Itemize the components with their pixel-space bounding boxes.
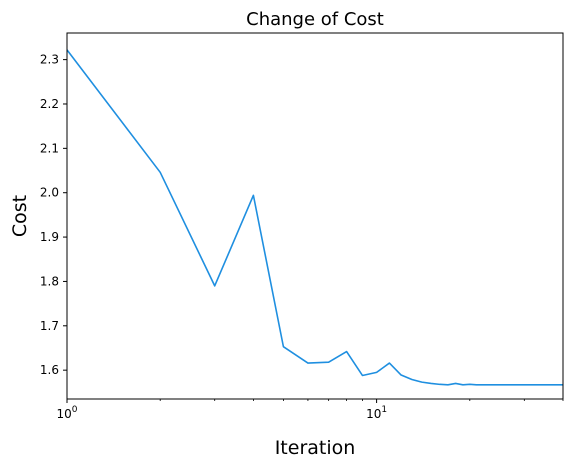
x-tick-label: 101 (366, 405, 387, 421)
y-tick-label: 2.0 (40, 186, 59, 200)
y-tick-label: 2.3 (40, 53, 59, 67)
x-tick-label-base: 10 (56, 407, 71, 421)
y-tick-label: 2.1 (40, 141, 59, 155)
x-tick-label-exponent: 0 (72, 405, 78, 415)
x-axis-label: Iteration (275, 437, 356, 459)
x-axis: 100 101 (56, 399, 564, 421)
cost-series-line (66, 49, 563, 386)
chart-title: Change of Cost (246, 9, 384, 30)
x-tick-label-base: 10 (366, 407, 381, 421)
y-tick-label: 1.9 (40, 230, 59, 244)
plot-area (66, 32, 564, 400)
y-tick-label: 1.8 (40, 274, 59, 288)
y-tick-label: 1.6 (40, 363, 59, 377)
x-tick-label-exponent: 1 (381, 405, 387, 415)
y-axis: 1.6 1.7 1.8 1.9 2.0 2.1 2.2 2.3 (40, 53, 67, 377)
y-tick-label: 1.7 (40, 319, 59, 333)
y-axis-label: Cost (9, 195, 31, 237)
y-tick-label: 2.2 (40, 97, 59, 111)
x-tick-label: 100 (56, 405, 77, 421)
plot-frame (66, 32, 564, 400)
